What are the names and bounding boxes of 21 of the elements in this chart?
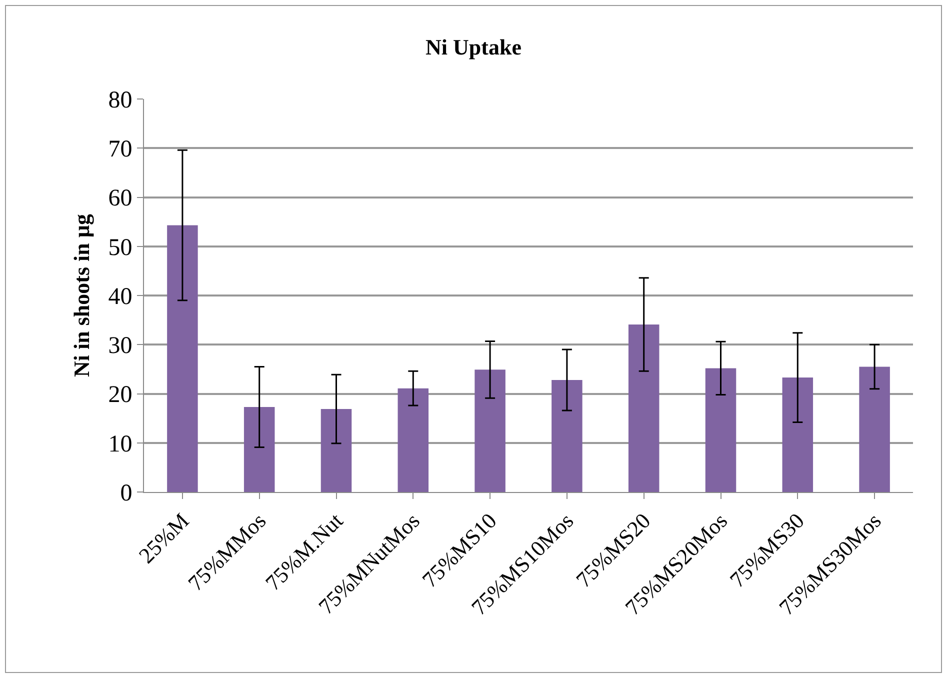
y-tick-label: 80 (108, 87, 132, 114)
chart-title: Ni Uptake (426, 34, 522, 60)
bar (705, 368, 736, 492)
y-axis-title: Ni in shoots in µg (69, 214, 94, 378)
bar (167, 225, 198, 492)
y-tick-label: 30 (108, 333, 132, 360)
y-tick-label: 20 (108, 382, 132, 408)
bar (628, 324, 660, 492)
y-tick-label: 10 (108, 431, 132, 458)
y-tick-label: 40 (108, 284, 132, 310)
y-tick-label: 0 (120, 480, 132, 506)
bar (244, 407, 275, 492)
bar (474, 370, 506, 492)
y-tick-label: 70 (108, 136, 132, 163)
bar (320, 408, 352, 492)
bar (552, 380, 582, 492)
bar (398, 388, 429, 492)
bar (782, 378, 814, 492)
y-tick-label: 60 (108, 186, 132, 212)
bar (859, 366, 890, 492)
y-tick-label: 50 (108, 234, 132, 261)
